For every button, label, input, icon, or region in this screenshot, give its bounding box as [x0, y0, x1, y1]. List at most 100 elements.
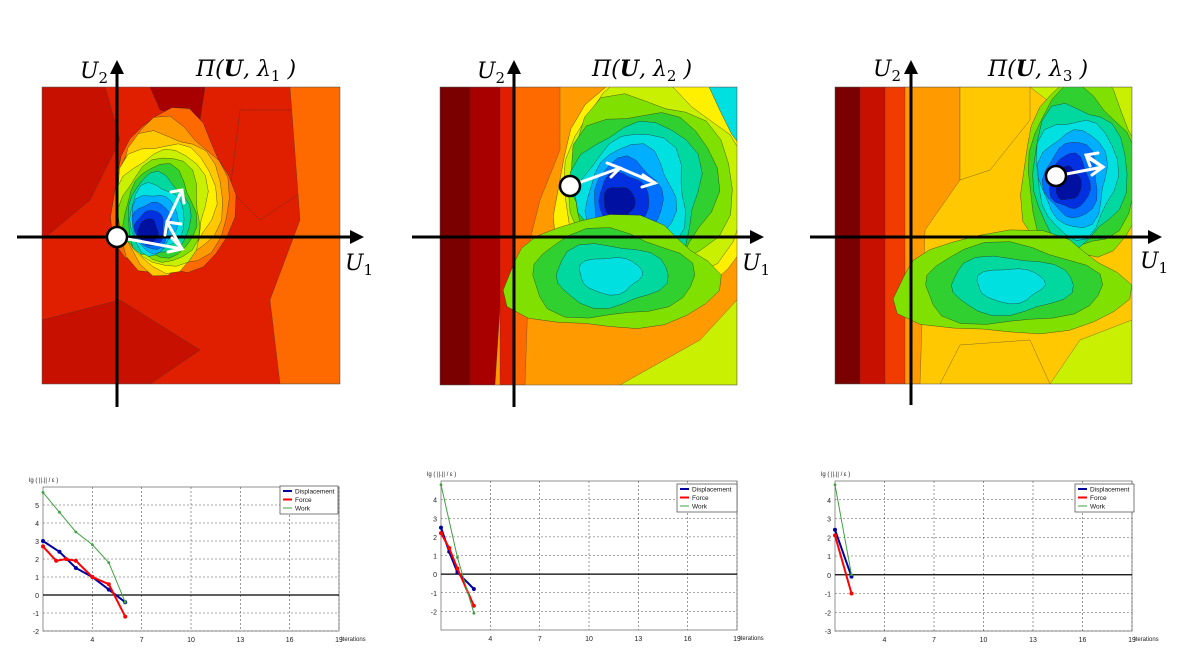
y-tick-label: -2 — [825, 610, 831, 617]
y-tick-label: 2 — [827, 535, 831, 542]
contour-map-2 — [440, 87, 737, 385]
x-tick-label: 16 — [684, 636, 692, 643]
x-tick-label: 19 — [1128, 637, 1136, 644]
y-tick-label: 0 — [433, 572, 437, 579]
legend-entry: Force — [295, 497, 312, 504]
convergence-chart-3: 4 7 10 13 16 19 -3 -2 -1 0 1 2 3 4 lg ( ||.|| / ε ) Ite… — [821, 472, 1159, 644]
legend-entry: Force — [692, 495, 709, 502]
legend-entry: Work — [1090, 504, 1106, 511]
x-tick-label: 10 — [187, 637, 195, 644]
data-point-work — [850, 573, 853, 577]
u1-label-2: U1 — [742, 251, 770, 279]
series-line-force — [834, 535, 853, 594]
y-tick-label: -1 — [33, 611, 39, 618]
potential-title-3: Π(U, λ3 ) — [987, 56, 1088, 85]
iteration-path-2 — [568, 161, 659, 189]
y-tick-label: 1 — [827, 554, 831, 561]
y-tick-label: -1 — [431, 591, 437, 598]
convergence-chart-2: 4 7 10 13 16 19 -2 -1 0 1 2 3 4 lg ( ||.|| / ε ) Itera… — [427, 472, 764, 643]
contour-band — [976, 268, 1046, 305]
data-point-displacement — [41, 539, 45, 543]
legend-entry: Work — [295, 506, 311, 513]
energy-landscape-2: U2 U1 Π(U, λ2 ) — [412, 56, 770, 407]
potential-title-1: Π(U, λ1 ) — [195, 56, 296, 85]
y-axis-label: lg ( ||.|| / ε ) — [821, 472, 850, 478]
x-tick-label: 10 — [585, 636, 593, 643]
x-tick-label: 4 — [90, 637, 94, 644]
data-point-work — [74, 530, 78, 534]
x-tick-label: 13 — [1029, 637, 1037, 644]
energy-landscape-3: U2 U1 Π(U, λ3 ) — [810, 56, 1168, 405]
data-point-displacement — [57, 549, 62, 554]
legend-entry: Work — [692, 504, 708, 511]
x-tick-label: 19 — [335, 637, 343, 644]
legend-entry: Displacement — [692, 487, 732, 494]
data-point-displacement — [833, 527, 837, 532]
y-tick-label: 4 — [35, 521, 39, 528]
start-point-3 — [1044, 164, 1068, 188]
contour-band — [959, 87, 1031, 181]
series-line-work — [42, 492, 126, 603]
contour-band — [42, 87, 121, 241]
legend-entry: Displacement — [295, 489, 335, 496]
data-point-work — [439, 483, 443, 487]
u2-arrowhead-3 — [904, 60, 918, 74]
data-point-force — [447, 546, 452, 551]
y-tick-label: 1 — [35, 575, 39, 582]
legend-entry: Displacement — [1090, 487, 1130, 494]
x-axis-label: Iterations — [341, 637, 366, 643]
data-point-force — [123, 614, 128, 619]
data-point-work — [833, 483, 837, 487]
x-axis-label: Iterations — [1134, 637, 1159, 643]
data-point-force — [90, 575, 95, 579]
data-point-work — [90, 543, 94, 546]
series-line-work — [834, 484, 852, 575]
y-tick-label: -3 — [825, 629, 831, 636]
data-point-force — [64, 557, 69, 561]
data-point-work — [58, 510, 61, 514]
data-point-force — [73, 558, 78, 563]
x-tick-label: 4 — [883, 637, 887, 644]
x-tick-label: 10 — [980, 637, 988, 644]
data-point-displacement — [106, 587, 111, 592]
x-tick-label: 4 — [488, 636, 492, 643]
legend-entry: Force — [1090, 495, 1107, 502]
contour-band — [939, 339, 1051, 384]
x-tick-label: 7 — [932, 637, 936, 644]
u2-label-1: U2 — [80, 59, 108, 87]
y-tick-label: 4 — [827, 498, 831, 505]
y-axis-label: lg ( ||.|| / ε ) — [29, 478, 58, 484]
u2-arrowhead-1 — [110, 60, 124, 74]
convergence-chart-1: 4 7 10 13 16 19 -2 -1 0 1 2 3 4 5 lg ( ||.|| / ε ) Iter… — [29, 478, 366, 644]
data-point-force — [849, 591, 854, 596]
data-point-force — [54, 558, 59, 563]
data-point-work — [123, 600, 127, 604]
energy-landscape-1: U2 U1 Π(U, λ1 ) — [17, 56, 373, 407]
y-tick-label: 4 — [433, 498, 437, 505]
y-tick-label: 2 — [35, 557, 39, 564]
u1-label-3: U1 — [1140, 249, 1168, 277]
contour-band — [1049, 319, 1132, 384]
data-point-force — [471, 603, 476, 608]
contour-map-3 — [835, 87, 1132, 384]
x-axis-label: Iterations — [739, 636, 764, 642]
potential-title-2: Π(U, λ2 ) — [591, 56, 692, 85]
data-point-work — [472, 611, 476, 615]
x-tick-label: 13 — [634, 636, 642, 643]
start-point-2 — [558, 174, 582, 198]
contour-band — [579, 257, 644, 296]
u2-label-2: U2 — [477, 59, 505, 87]
y-tick-label: 5 — [35, 503, 39, 510]
contour-band — [42, 299, 201, 384]
data-point-force — [106, 582, 111, 587]
y-tick-label: 3 — [35, 539, 39, 546]
u1-arrowhead-1 — [350, 230, 364, 244]
contour-band — [229, 109, 306, 221]
contour-map-1 — [42, 87, 340, 384]
data-point-displacement — [73, 566, 78, 570]
y-tick-label: -2 — [33, 629, 39, 636]
x-tick-label: 7 — [140, 637, 144, 644]
contour-band — [619, 299, 737, 385]
data-point-force — [833, 533, 837, 538]
u1-label-1: U1 — [345, 251, 373, 279]
